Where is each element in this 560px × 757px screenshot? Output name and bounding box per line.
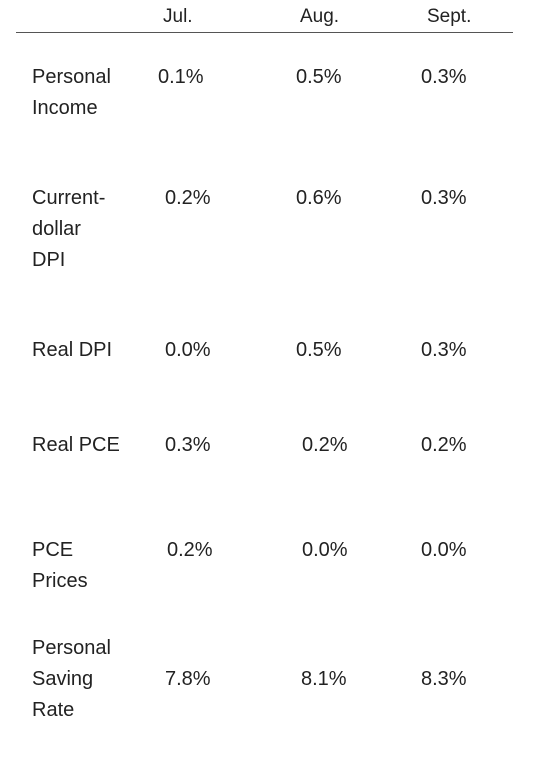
cell-personal-income-aug: 0.5%	[296, 66, 342, 88]
column-header-aug: Aug.	[300, 6, 340, 27]
column-header-sept: Sept.	[427, 6, 472, 27]
cell-real-dpi-aug: 0.5%	[296, 339, 342, 361]
cell-personal-income-jul: 0.1%	[158, 66, 204, 88]
row-label-real-dpi: Real DPI	[32, 335, 112, 366]
cell-personal-saving-rate-sept: 8.3%	[421, 668, 467, 690]
cell-real-pce-aug: 0.2%	[302, 434, 348, 456]
row-label-line: Rate	[32, 699, 75, 721]
row-label-line: dollar	[32, 218, 81, 240]
cell-pce-prices-sept: 0.0%	[421, 539, 467, 561]
row-label-line: PCE	[32, 539, 74, 561]
row-label-line: Real DPI	[32, 339, 113, 361]
row-label-line: Personal	[32, 66, 111, 88]
cell-current-dollar-dpi-aug: 0.6%	[296, 187, 342, 209]
row-label-personal-saving-rate: Personal Saving Rate	[32, 633, 111, 726]
cell-real-pce-sept: 0.2%	[421, 434, 467, 456]
cell-current-dollar-dpi-jul: 0.2%	[165, 187, 211, 209]
row-label-personal-income: Personal Income	[32, 62, 111, 124]
cell-personal-saving-rate-aug: 8.1%	[301, 668, 347, 690]
cell-real-pce-jul: 0.3%	[165, 434, 211, 456]
row-label-line: Real PCE	[32, 434, 120, 456]
row-label-line: Saving	[32, 668, 94, 690]
row-label-line: Income	[32, 97, 98, 119]
row-label-line: Current-	[32, 187, 106, 209]
row-label-line: Prices	[32, 570, 88, 592]
cell-real-dpi-sept: 0.3%	[421, 339, 467, 361]
header-divider	[16, 32, 513, 33]
cell-current-dollar-dpi-sept: 0.3%	[421, 187, 467, 209]
row-label-line: DPI	[32, 249, 66, 271]
row-label-line: Personal	[32, 637, 111, 659]
cell-pce-prices-aug: 0.0%	[302, 539, 348, 561]
row-label-pce-prices: PCE Prices	[32, 535, 88, 597]
cell-personal-saving-rate-jul: 7.8%	[165, 668, 211, 690]
column-header-jul: Jul.	[163, 6, 193, 27]
row-label-real-pce: Real PCE	[32, 430, 120, 461]
cell-personal-income-sept: 0.3%	[421, 66, 467, 88]
row-label-current-dollar-dpi: Current- dollar DPI	[32, 183, 105, 276]
cell-pce-prices-jul: 0.2%	[167, 539, 213, 561]
cell-real-dpi-jul: 0.0%	[165, 339, 211, 361]
